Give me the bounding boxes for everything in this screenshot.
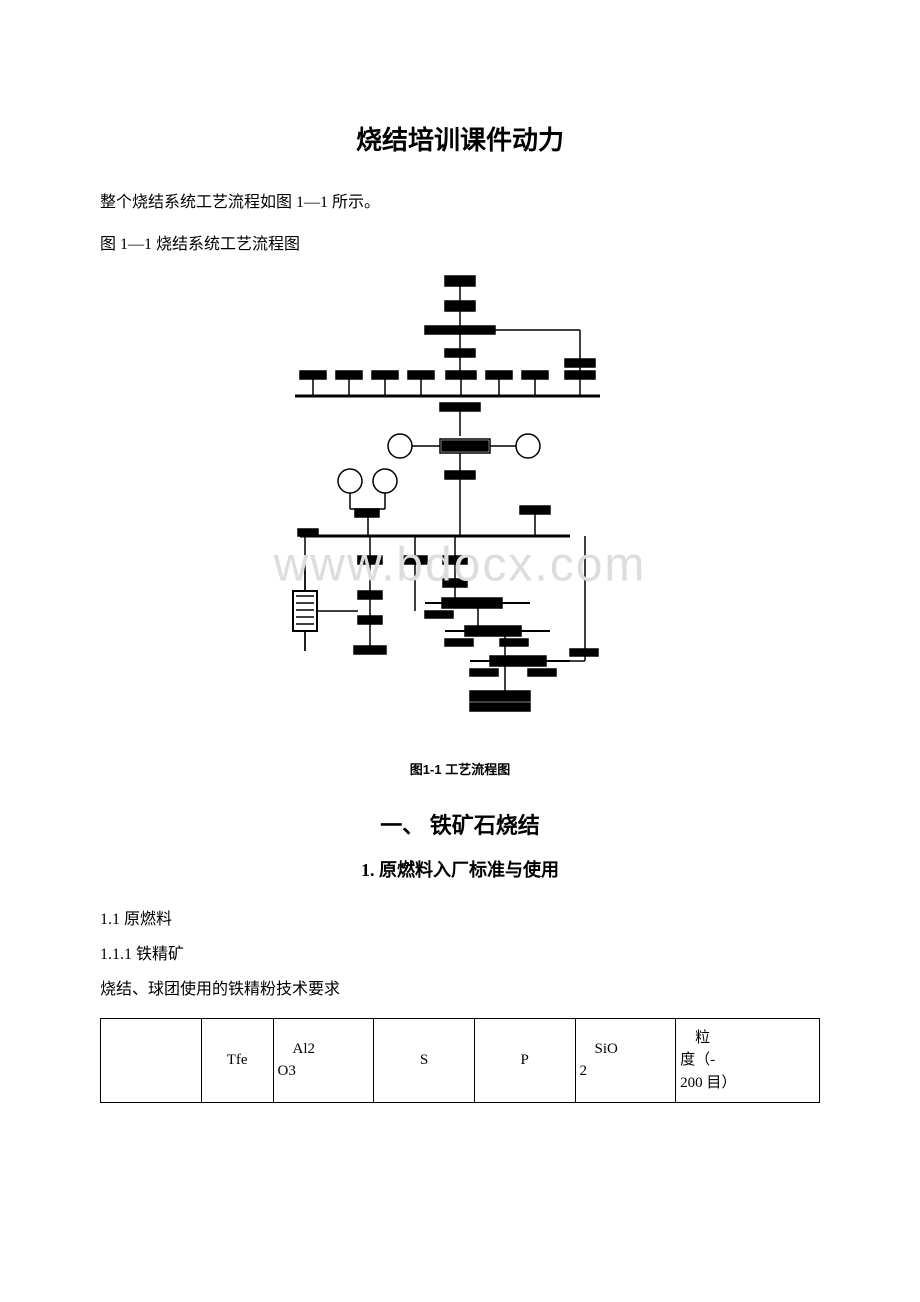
cell-al2o3-top: Al2 — [278, 1041, 316, 1057]
cell-particle-l1: 粒 — [680, 1030, 710, 1046]
flowchart-diagram: 图1-1 工艺流程图 — [270, 271, 650, 778]
cell-tfe: Tfe — [201, 1018, 273, 1103]
document-title: 烧结培训课件动力 — [100, 120, 820, 157]
spec-table: Tfe Al2 O3 S P SiO 2 粒 度（- 200 目） — [100, 1018, 820, 1104]
cell-s: S — [374, 1018, 475, 1103]
diagram-caption: 图1-1 工艺流程图 — [270, 759, 650, 778]
subsection-1-1: 1.1 原燃料 — [100, 902, 820, 937]
cell-particle-l2: 度（- — [680, 1052, 715, 1068]
cell-al2o3-bot: O3 — [278, 1063, 296, 1079]
table-intro: 烧结、球团使用的铁精粉技术要求 — [100, 972, 820, 1007]
cell-empty — [101, 1018, 202, 1103]
figure-reference: 图 1—1 烧结系统工艺流程图 — [100, 229, 820, 261]
section-heading-2: 1. 原燃料入厂标准与使用 — [100, 856, 820, 882]
cell-sio2-bot: 2 — [580, 1063, 588, 1079]
cell-al2o3: Al2 O3 — [273, 1018, 374, 1103]
cell-particle: 粒 度（- 200 目） — [676, 1018, 820, 1103]
section-heading-1: 一、 铁矿石烧结 — [100, 808, 820, 840]
cell-sio2: SiO 2 — [575, 1018, 676, 1103]
cell-particle-l3: 200 目） — [680, 1075, 736, 1091]
table-row: Tfe Al2 O3 S P SiO 2 粒 度（- 200 目） — [101, 1018, 820, 1103]
cell-p: P — [474, 1018, 575, 1103]
intro-paragraph: 整个烧结系统工艺流程如图 1—1 所示。 — [100, 187, 820, 219]
subsection-1-1-1: 1.1.1 铁精矿 — [100, 937, 820, 972]
cell-sio2-top: SiO — [580, 1041, 618, 1057]
diagram-container: www.bdocx.com — [100, 271, 820, 778]
